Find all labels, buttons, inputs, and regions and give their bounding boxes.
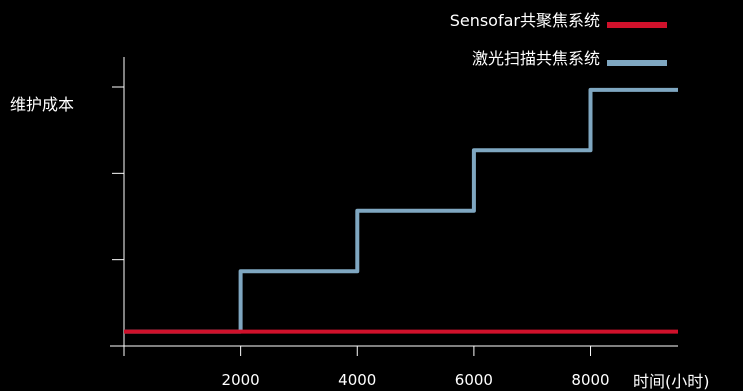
x-tick-label-2000: 2000 <box>222 371 260 389</box>
legend-swatch-1 <box>607 60 667 66</box>
axes-group <box>110 57 678 356</box>
x-tick-label-4000: 4000 <box>338 371 376 389</box>
series-line-1 <box>124 87 678 334</box>
y-axis-label: 维护成本 <box>10 95 74 114</box>
x-tick-label-6000: 6000 <box>455 371 493 389</box>
legend-label-0: Sensofar共聚焦系统 <box>450 11 600 30</box>
x-axis-label: 时间(小时) <box>633 372 710 391</box>
legend-label-1: 激光扫描共焦系统 <box>472 49 600 68</box>
x-tick-label-8000: 8000 <box>571 371 609 389</box>
series-group <box>124 87 678 334</box>
legend-swatch-0 <box>607 22 667 28</box>
